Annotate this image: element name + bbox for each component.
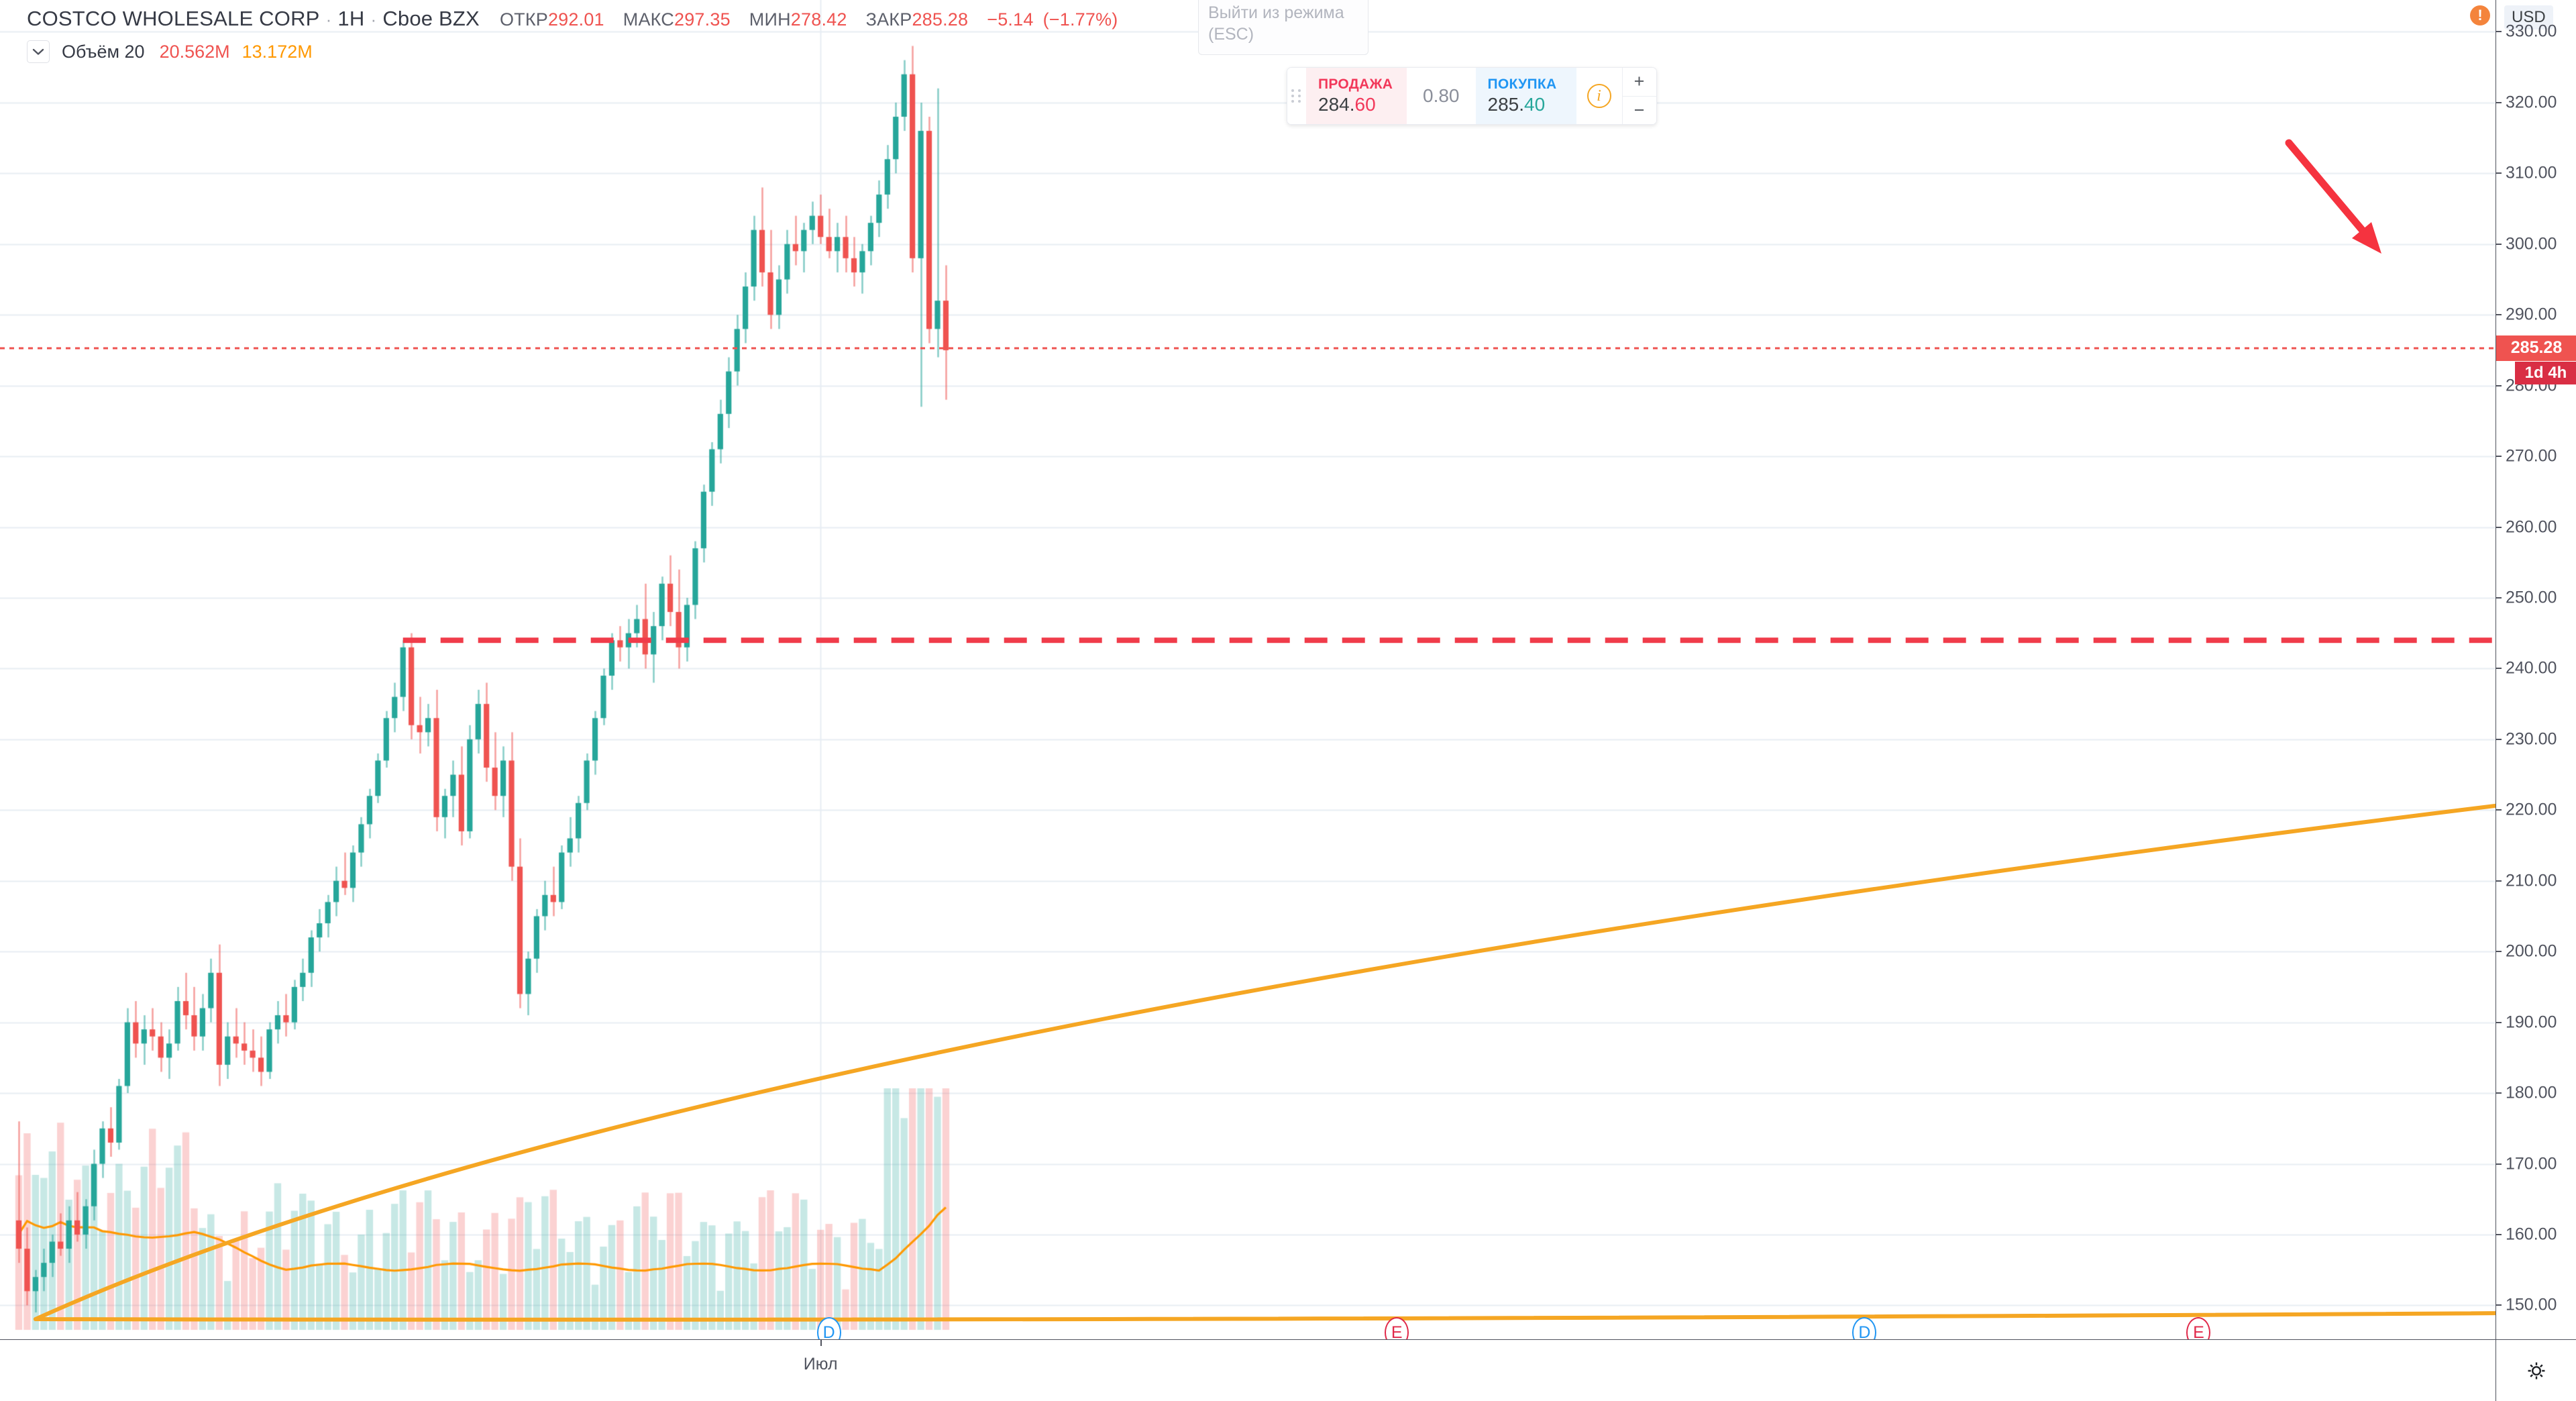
volume-legend-row: Объём 20 20.562M 13.172M bbox=[27, 40, 1128, 63]
price-axis-tick-label: 160.00 bbox=[2506, 1225, 2557, 1244]
buy-price-int: 285. bbox=[1487, 93, 1525, 115]
price-axis-tick-label: 190.00 bbox=[2506, 1013, 2557, 1032]
quantity-input[interactable]: 0.80 bbox=[1407, 68, 1476, 124]
volume-ma-value: 13.172M bbox=[241, 41, 313, 62]
buy-button[interactable]: ПОКУПКА 285.40 bbox=[1475, 68, 1576, 124]
price-axis-tick-label: 230.00 bbox=[2506, 729, 2557, 749]
time-axis[interactable]: ИюлСенНоя2018МарМайИюлСенНоя2019МарМайИю… bbox=[0, 1339, 2576, 1401]
price-axis-tick-label: 240.00 bbox=[2506, 658, 2557, 678]
gear-icon[interactable] bbox=[2496, 1340, 2576, 1401]
currency-badge: USD bbox=[2504, 5, 2553, 30]
price-axis[interactable]: USD 330.00 320.00 310.00 300.00 290.00 280.00… bbox=[2496, 0, 2576, 1339]
info-icon[interactable]: i bbox=[1576, 68, 1622, 124]
price-axis-tick-label: 200.00 bbox=[2506, 941, 2557, 961]
buy-price: 285.40 bbox=[1488, 93, 1563, 116]
current-price-badge[interactable]: 285.28 bbox=[2496, 335, 2576, 361]
sell-price-dec: 60 bbox=[1354, 93, 1376, 115]
alert-icon[interactable]: ! bbox=[2470, 5, 2490, 25]
buy-sell-trade-panel[interactable]: ПРОДАЖА 284.60 0.80 ПОКУПКА 285.40 i + − bbox=[1287, 67, 1657, 125]
buy-label: ПОКУПКА bbox=[1487, 76, 1557, 92]
price-axis-tick-label: 250.00 bbox=[2506, 588, 2557, 607]
chevron-down-icon[interactable] bbox=[27, 40, 50, 63]
price-axis-tick-label: 220.00 bbox=[2506, 800, 2557, 819]
sell-label: ПРОДАЖА bbox=[1318, 76, 1393, 92]
price-axis-tick-label: 270.00 bbox=[2506, 446, 2557, 466]
exit-mode-text: Выйти из режима (ESC) bbox=[1208, 3, 1344, 44]
price-axis-tick-label: 300.00 bbox=[2506, 234, 2557, 254]
drag-handle-icon[interactable] bbox=[1287, 68, 1306, 124]
candlestick-canvas[interactable] bbox=[0, 0, 2496, 1339]
quantity-value: 0.80 bbox=[1423, 85, 1460, 106]
price-axis-tick-label: 320.00 bbox=[2506, 93, 2557, 112]
bar-countdown-badge: 1d 4h bbox=[2515, 361, 2576, 384]
price-axis-tick-label: 310.00 bbox=[2506, 163, 2557, 183]
time-axis-tick-label: Июл bbox=[803, 1355, 838, 1373]
buy-price-dec: 40 bbox=[1524, 93, 1546, 115]
quantity-stepper[interactable]: + − bbox=[1621, 68, 1656, 124]
decrease-quantity-button[interactable]: − bbox=[1633, 99, 1645, 120]
sell-price: 284.60 bbox=[1318, 93, 1393, 116]
volume-value: 20.562M bbox=[159, 41, 230, 62]
price-axis-tick-label: 330.00 bbox=[2506, 21, 2557, 41]
sell-button[interactable]: ПРОДАЖА 284.60 bbox=[1306, 68, 1407, 124]
price-axis-tick-label: 150.00 bbox=[2506, 1295, 2557, 1314]
price-axis-tick-label: 260.00 bbox=[2506, 517, 2557, 537]
increase-quantity-button[interactable]: + bbox=[1622, 68, 1656, 97]
sell-price-int: 284. bbox=[1318, 93, 1355, 115]
chart-plot-area[interactable] bbox=[0, 0, 2496, 1339]
price-axis-tick-label: 290.00 bbox=[2506, 305, 2557, 324]
exit-mode-tooltip[interactable]: Выйти из режима (ESC) bbox=[1198, 0, 1368, 55]
price-axis-tick-label: 170.00 bbox=[2506, 1154, 2557, 1173]
volume-indicator-title[interactable]: Объём 20 bbox=[62, 41, 145, 62]
price-axis-tick-label: 210.00 bbox=[2506, 871, 2557, 890]
price-axis-tick-label: 180.00 bbox=[2506, 1083, 2557, 1102]
